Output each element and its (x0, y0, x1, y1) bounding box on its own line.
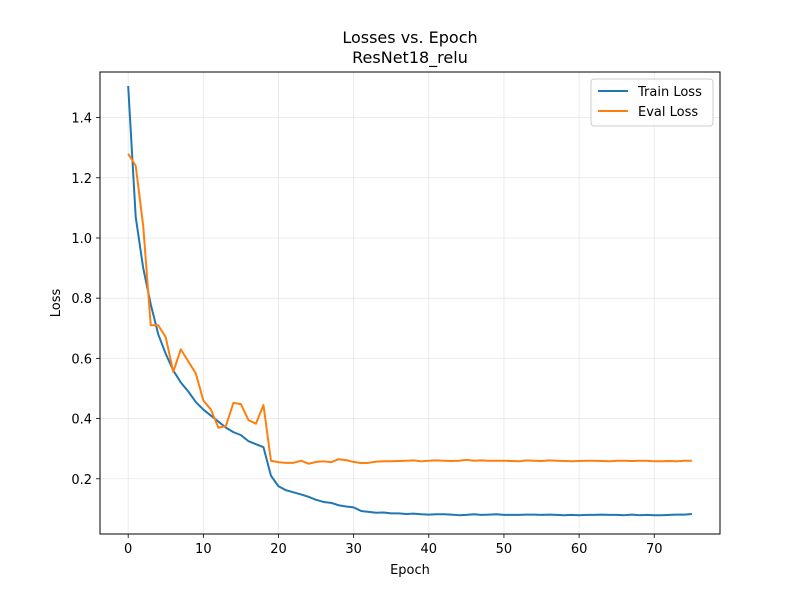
y-tick-label: 0.4 (71, 413, 92, 428)
chart-title: Losses vs. Epoch (342, 28, 477, 47)
x-tick-label: 60 (571, 542, 588, 557)
x-tick-label: 30 (345, 542, 362, 557)
series-lines (127, 85, 692, 517)
x-tick-label: 50 (496, 542, 513, 557)
series-line-eval-loss (127, 153, 692, 465)
axis-ticks: 0 10 20 30 40 50 60 70 0.2 0.4 0.6 0.8 1.0 1.2 1.4 (71, 112, 662, 557)
chart-subtitle: ResNet18_relu (352, 48, 468, 68)
y-axis-label: Loss (49, 289, 64, 318)
y-tick-label: 1.4 (71, 112, 92, 127)
legend-label-train-loss: Train Loss (637, 85, 702, 100)
x-tick-label: 40 (421, 542, 438, 557)
y-tick-label: 0.6 (71, 352, 92, 367)
x-tick-label: 10 (195, 542, 212, 557)
y-tick-label: 1.2 (71, 172, 92, 187)
x-axis-label: Epoch (390, 563, 430, 578)
grid-lines (100, 72, 720, 534)
legend-label-eval-loss: Eval Loss (638, 105, 698, 120)
x-tick-label: 20 (270, 542, 287, 557)
x-tick-label: 0 (124, 542, 132, 557)
x-tick-label: 70 (646, 542, 663, 557)
y-tick-label: 0.2 (71, 473, 92, 488)
legend: Train Loss Eval Loss (590, 78, 714, 127)
series-line-train-loss (127, 85, 692, 517)
y-tick-label: 0.8 (71, 292, 92, 307)
plot-frame (99, 71, 721, 535)
y-tick-label: 1.0 (71, 232, 92, 247)
